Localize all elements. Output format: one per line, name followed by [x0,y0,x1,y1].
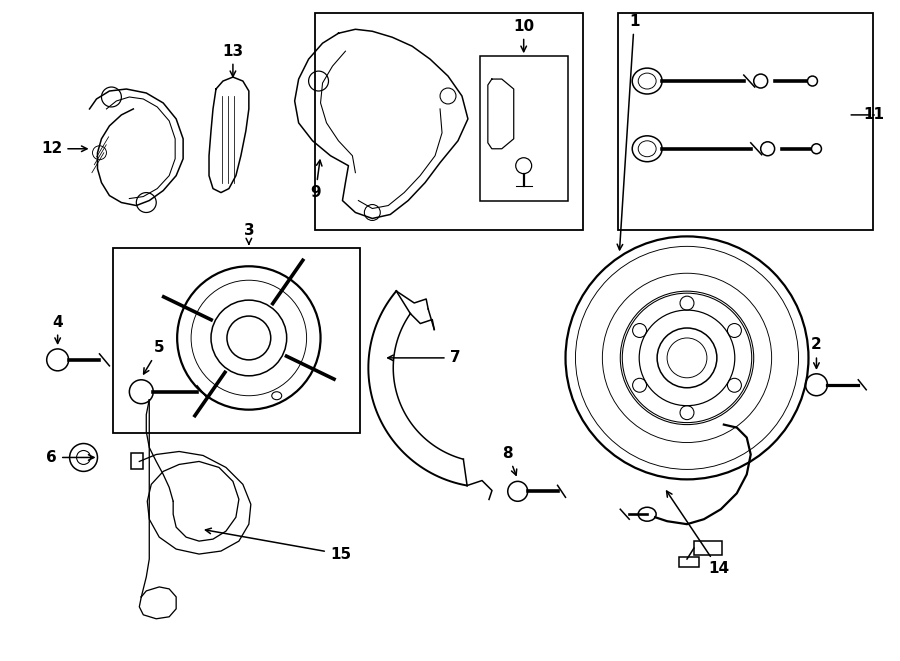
Text: 6: 6 [46,450,94,465]
Text: 13: 13 [222,44,244,77]
Text: 5: 5 [144,340,165,374]
Bar [618,13,873,231]
Text: 8: 8 [502,446,517,475]
Text: 14: 14 [667,491,729,576]
Bar [480,56,568,200]
Bar [131,453,143,469]
Text: 9: 9 [310,160,322,200]
Text: 4: 4 [52,315,63,344]
Text: 1: 1 [617,14,640,250]
Text: 3: 3 [244,223,254,244]
Bar [315,13,583,231]
Text: 10: 10 [513,19,535,52]
Text: 2: 2 [811,337,822,368]
Text: 15: 15 [205,528,351,562]
Bar [113,249,360,432]
Text: 12: 12 [41,141,87,156]
Bar [694,541,722,555]
Text: 11: 11 [864,107,885,122]
Text: 7: 7 [388,350,460,366]
Bar [679,557,699,567]
